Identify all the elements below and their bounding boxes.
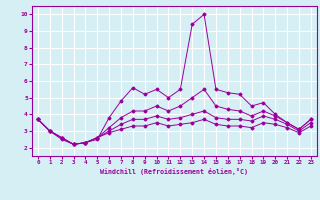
X-axis label: Windchill (Refroidissement éolien,°C): Windchill (Refroidissement éolien,°C)	[100, 168, 248, 175]
